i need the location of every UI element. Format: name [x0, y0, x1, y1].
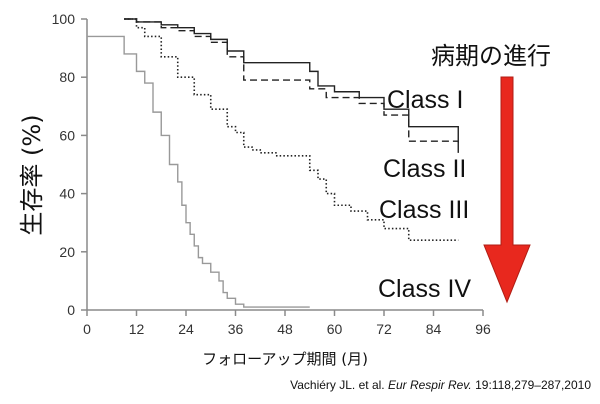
progression-arrow — [483, 76, 531, 304]
series-line-class-iii — [124, 18, 459, 241]
series-line-class-ii — [124, 18, 459, 153]
y-tick-label: 60 — [59, 127, 75, 143]
y-tick-label: 100 — [52, 11, 76, 27]
citation-journal: Eur Respir Rev. — [388, 378, 472, 392]
citation-volume: 19:118,279–287,2010 — [472, 378, 592, 392]
x-tick-label: 96 — [475, 321, 491, 337]
y-tick-label: 20 — [59, 244, 75, 260]
label-class-i: Class I — [387, 86, 463, 114]
citation: Vachiéry JL. et al. Eur Respir Rev. 19:1… — [290, 378, 591, 392]
survival-curves — [87, 18, 459, 308]
x-tick-label: 84 — [426, 321, 442, 337]
x-tick-label: 36 — [228, 321, 244, 337]
x-axis-label: フォローアップ期間 (月) — [202, 350, 368, 368]
x-ticks: 0 12 24 36 48 60 72 84 96 — [83, 310, 491, 337]
citation-authors: Vachiéry JL. et al. — [290, 378, 388, 392]
x-tick-label: 12 — [129, 321, 145, 337]
series-line-class-iv — [87, 35, 310, 308]
y-tick-label: 40 — [59, 186, 75, 202]
label-class-iii: Class III — [379, 196, 469, 224]
x-tick-label: 24 — [178, 321, 194, 337]
x-tick-label: 0 — [83, 321, 91, 337]
y-tick-label: 80 — [59, 69, 75, 85]
label-class-ii: Class II — [383, 155, 466, 183]
x-tick-label: 48 — [277, 321, 293, 337]
y-ticks: 0 20 40 60 80 100 — [52, 11, 87, 318]
series-line-class-i — [124, 18, 459, 148]
x-tick-label: 72 — [376, 321, 392, 337]
x-tick-label: 60 — [327, 321, 343, 337]
y-tick-label: 0 — [67, 302, 75, 318]
progression-title: 病期の進行 — [431, 42, 551, 70]
y-axis-label: 生存率 (%) — [18, 114, 46, 235]
label-class-iv: Class IV — [378, 275, 471, 303]
